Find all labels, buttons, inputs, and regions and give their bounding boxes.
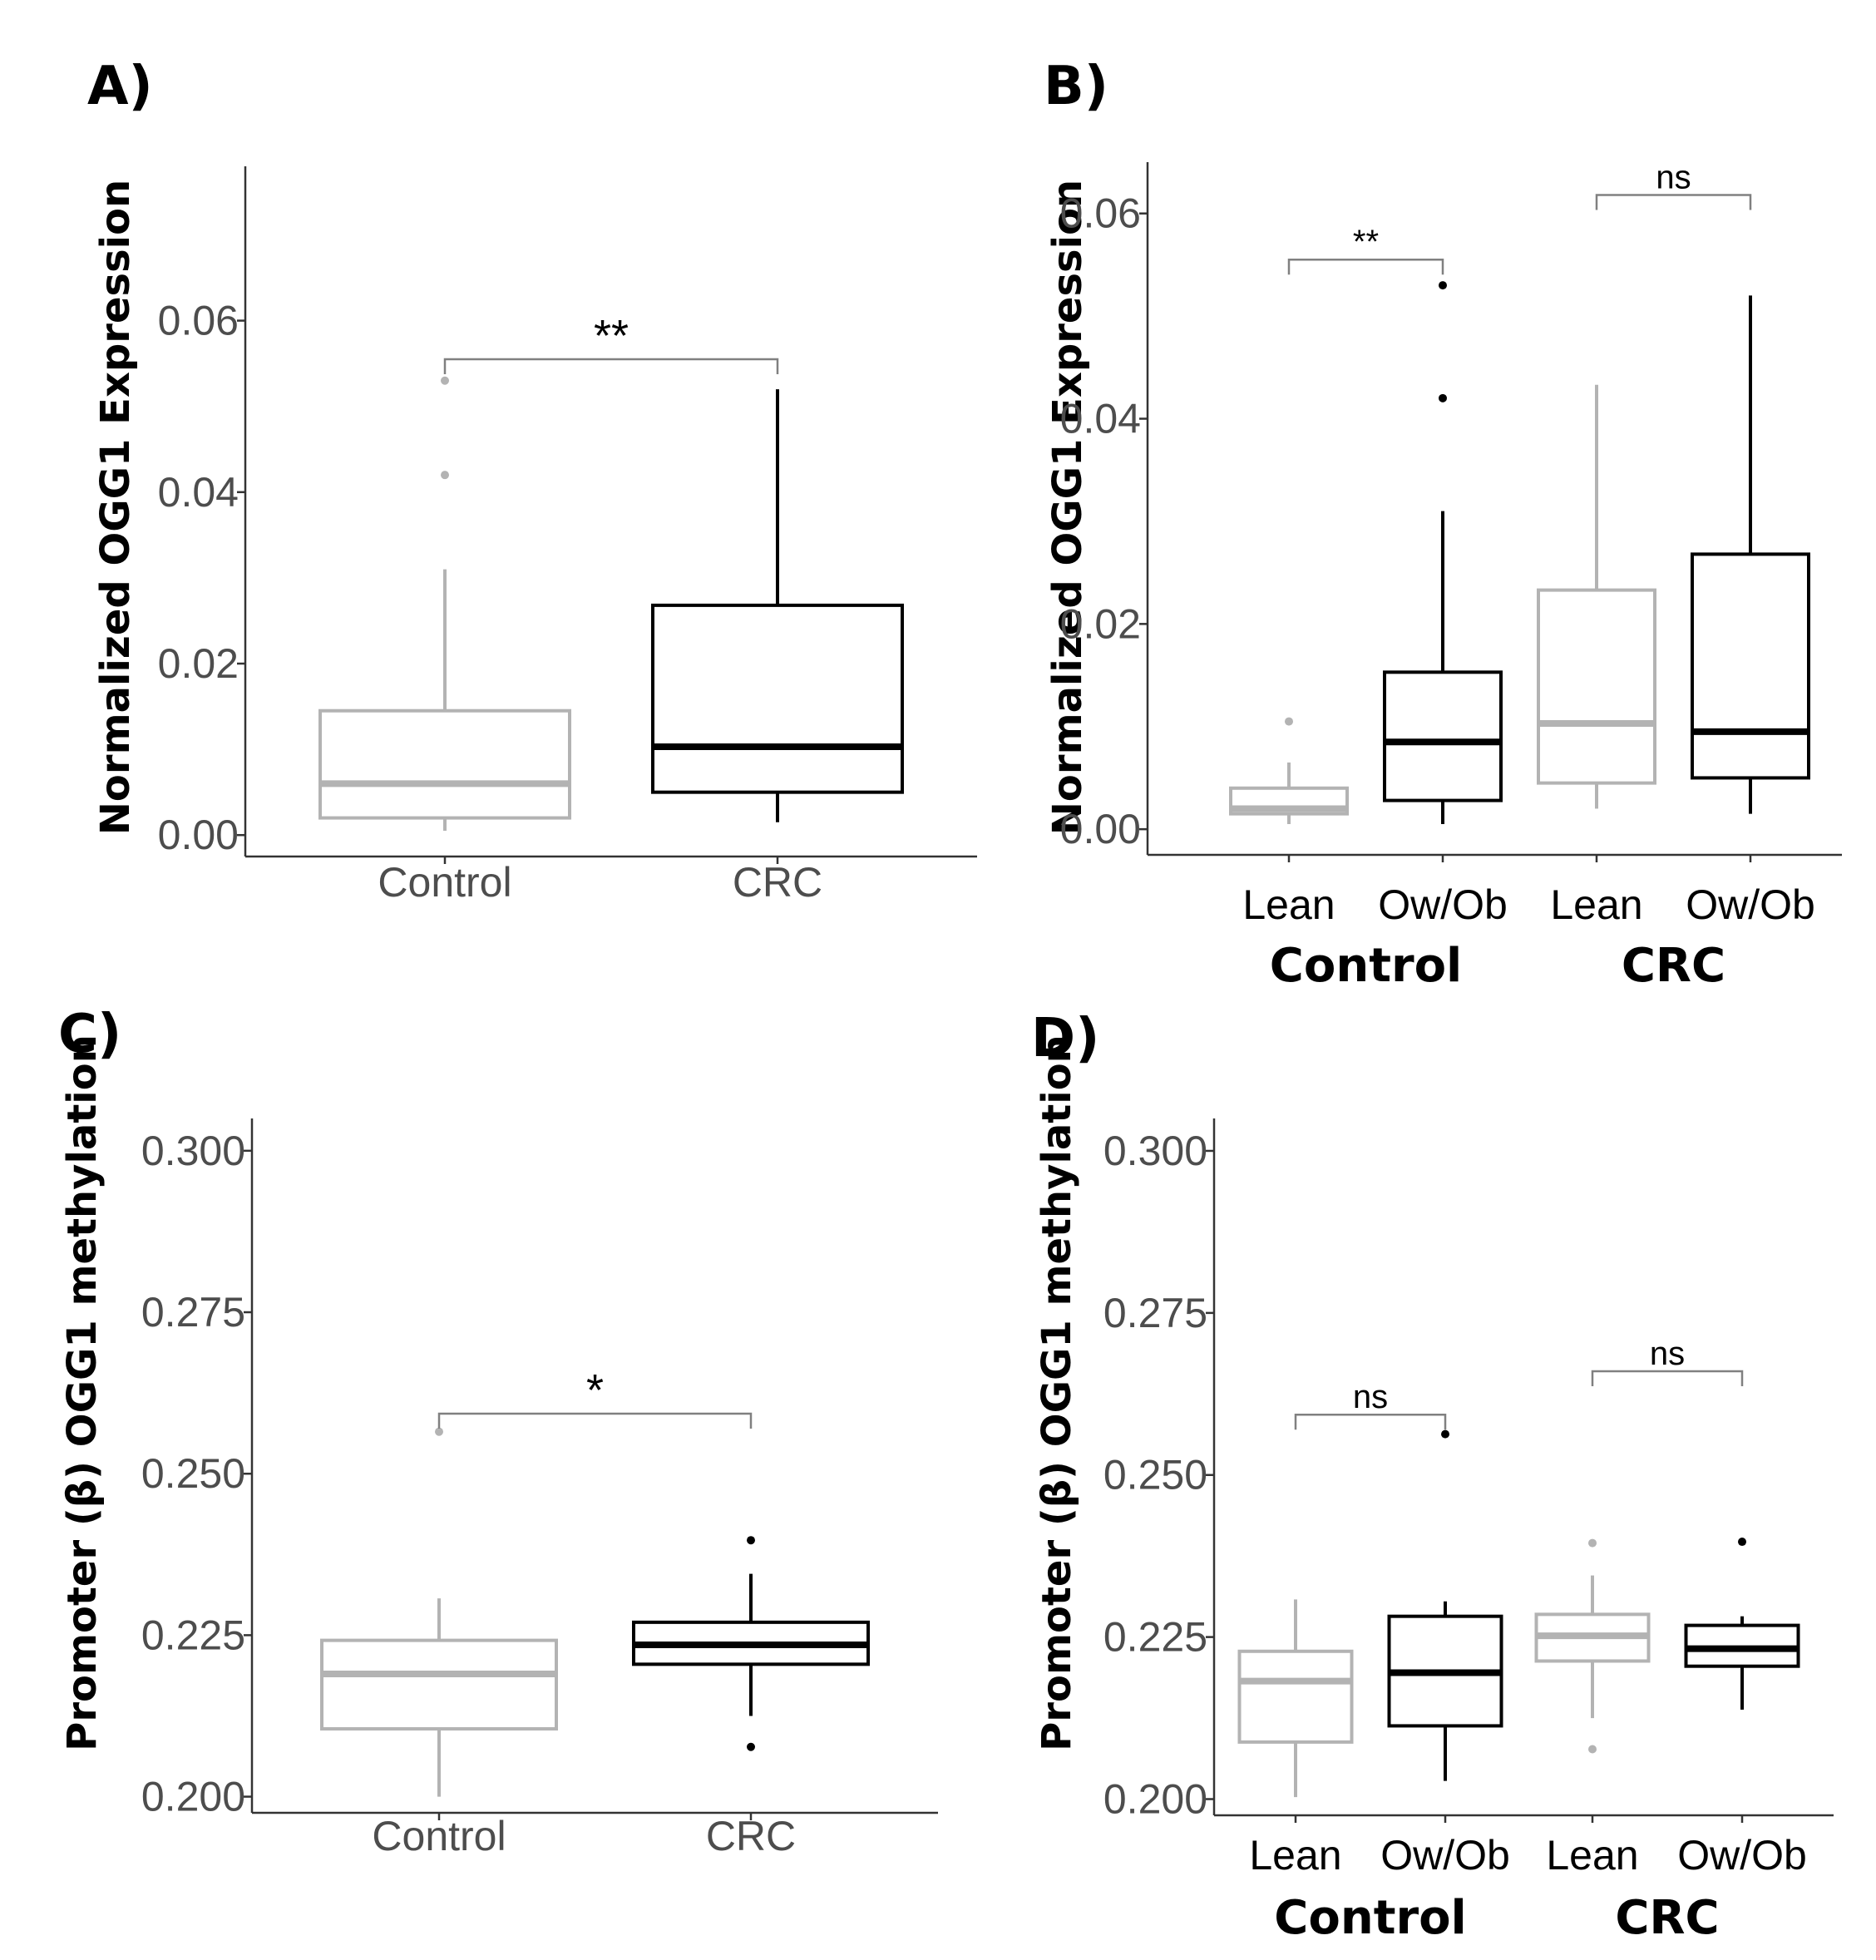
panel-label: D) (1031, 1008, 1099, 1069)
significance-label: ns (1656, 159, 1691, 195)
box-ow-ob (1387, 1429, 1503, 1781)
significance-label: ns (1353, 1379, 1388, 1415)
significance-bracket (1595, 194, 1752, 210)
y-tick-label: 0.06 (158, 298, 239, 344)
y-tick-label: 0.225 (1103, 1614, 1207, 1661)
group-label: Control (1274, 1891, 1467, 1945)
x-tick-label: Ow/Ob (1686, 881, 1815, 928)
y-tick-label: 0.275 (1103, 1290, 1207, 1336)
outlier-point (441, 376, 449, 385)
box-lean (1537, 384, 1656, 809)
box-control (320, 1427, 558, 1797)
group-label: CRC (1622, 939, 1725, 993)
y-tick-label: 0.250 (141, 1450, 245, 1497)
panel-label: C) (58, 1004, 121, 1065)
box-lean (1229, 717, 1349, 824)
y-tick-label: 0.300 (141, 1128, 245, 1174)
significance-bracket (437, 1412, 753, 1429)
outlier-point (1738, 1538, 1746, 1547)
box-iqr (318, 708, 571, 820)
panel-label: B) (1044, 56, 1108, 117)
x-tick-label: Ow/Ob (1378, 881, 1508, 928)
significance-bracket (443, 358, 779, 374)
box-crc (632, 1536, 870, 1751)
outlier-point (435, 1427, 443, 1436)
x-tick-label: Control (372, 1813, 506, 1859)
outlier-point (1441, 1429, 1449, 1439)
outlier-point (1588, 1745, 1597, 1754)
x-tick-label: Control (378, 859, 511, 906)
y-axis-title: Normalized OGG1 Expression (92, 180, 139, 835)
y-tick-label: 0.00 (1060, 806, 1141, 852)
box-iqr (1691, 552, 1810, 780)
box-iqr (651, 603, 904, 794)
y-axis-title: Promoter (β) OGG1 methylation (59, 1034, 106, 1751)
significance-bracket (1294, 1414, 1447, 1430)
outlier-point (1439, 393, 1447, 402)
significance-bracket (1591, 1370, 1744, 1387)
y-tick-label: 0.00 (158, 812, 239, 858)
outlier-point (1588, 1538, 1597, 1548)
box-crc (651, 389, 904, 822)
x-tick-label: Ow/Ob (1380, 1832, 1510, 1879)
x-tick-label: Lean (1550, 881, 1642, 928)
box-iqr (1383, 670, 1503, 802)
y-tick-label: 0.300 (1103, 1128, 1207, 1174)
panel-d: D)Promoter (β) OGG1 methylation 0.200 0.22… (1031, 1008, 1834, 1945)
y-tick-label: 0.275 (141, 1289, 245, 1335)
y-tick-label: 0.02 (158, 640, 239, 687)
box-lean (1237, 1599, 1354, 1798)
x-tick-label: Ow/Ob (1677, 1832, 1807, 1879)
box-iqr (1237, 1649, 1354, 1744)
y-tick-label: 0.06 (1060, 190, 1141, 237)
significance-label: ** (1353, 224, 1379, 260)
y-tick-label: 0.200 (141, 1774, 245, 1820)
outlier-point (1439, 281, 1447, 290)
outlier-point (747, 1742, 755, 1751)
significance-label: ** (594, 311, 629, 361)
box-ow-ob (1383, 281, 1503, 824)
x-tick-label: Lean (1546, 1832, 1638, 1879)
x-tick-label: Lean (1242, 881, 1335, 928)
x-tick-label: CRC (706, 1813, 796, 1859)
y-tick-label: 0.04 (1060, 396, 1141, 442)
y-tick-label: 0.04 (158, 469, 239, 516)
significance-label: ns (1650, 1335, 1685, 1372)
panel-c: C)Promoter (β) OGG1 methylation 0.200 0.22… (58, 1004, 938, 1859)
outlier-point (747, 1536, 755, 1545)
group-label: Control (1270, 939, 1463, 993)
x-tick-label: Lean (1249, 1832, 1341, 1879)
box-iqr (1537, 588, 1656, 785)
panel-label: A) (87, 56, 153, 117)
outlier-point (441, 471, 449, 480)
x-tick-label: CRC (733, 859, 822, 906)
y-axis-title: Normalized OGG1 Expression (1044, 180, 1091, 835)
group-label: CRC (1615, 1891, 1719, 1945)
y-axis-title: Promoter (β) OGG1 methylation (1034, 1034, 1080, 1751)
box-control (318, 376, 571, 832)
box-ow-ob (1684, 1538, 1800, 1710)
box-lean (1534, 1538, 1651, 1754)
significance-bracket (1287, 258, 1444, 275)
box-iqr (320, 1638, 558, 1731)
y-tick-label: 0.225 (141, 1612, 245, 1658)
y-tick-label: 0.200 (1103, 1776, 1207, 1823)
box-ow-ob (1691, 295, 1810, 814)
significance-label: * (586, 1365, 604, 1415)
panel-a: A) Normalized OGG1 Expression 0.00 0.02 0.04… (87, 56, 977, 906)
y-tick-label: 0.250 (1103, 1452, 1207, 1498)
y-tick-label: 0.02 (1060, 600, 1141, 647)
outlier-point (1285, 717, 1293, 726)
